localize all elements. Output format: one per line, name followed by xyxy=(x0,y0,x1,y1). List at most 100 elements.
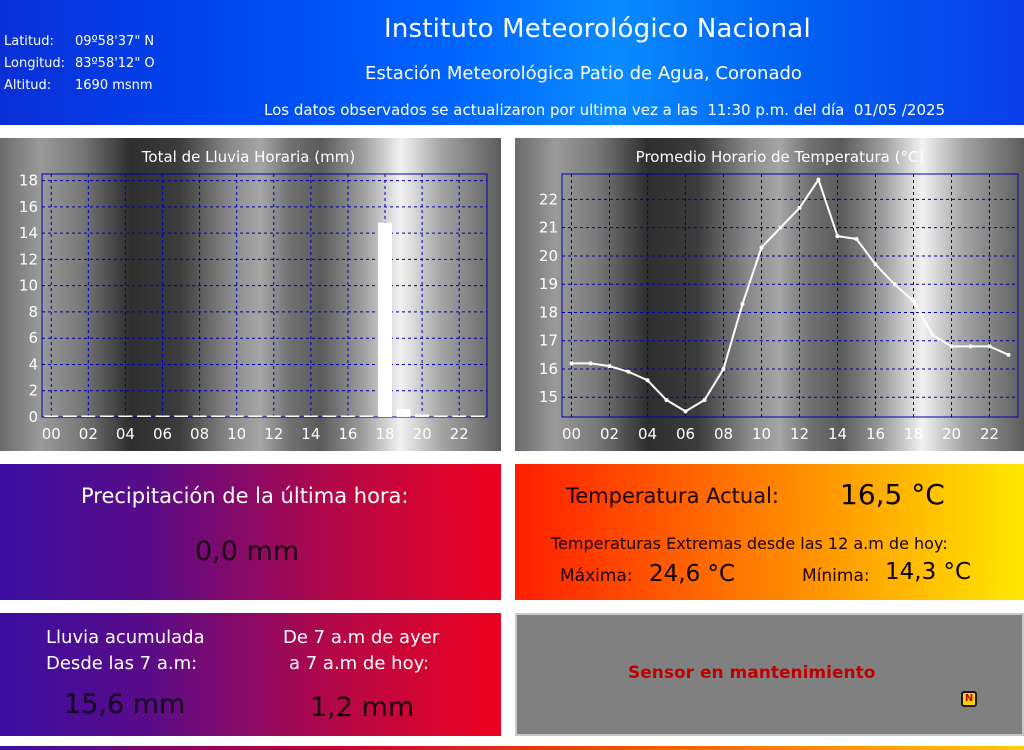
rain-bar xyxy=(340,415,355,417)
y-tick-label: 15 xyxy=(539,388,558,406)
x-tick-label: 06 xyxy=(676,425,695,443)
badge-n-icon: N xyxy=(961,691,977,707)
yesterday-label-line1: De 7 a.m de ayer xyxy=(283,627,440,648)
y-tick-label: 18 xyxy=(19,172,38,190)
rain-bar xyxy=(81,415,96,417)
temperature-chart-panel: Promedio Horario de Temperatura (°C) 15 16… xyxy=(515,138,1024,451)
temperature-point xyxy=(835,234,840,239)
accumulated-value: 15,6 mm xyxy=(64,689,186,720)
max-temperature-label: Máxima: xyxy=(560,566,633,586)
x-tick-label: 02 xyxy=(600,425,619,443)
x-tick-label: 04 xyxy=(116,425,135,443)
x-tick-label: 04 xyxy=(638,425,657,443)
y-tick-label: 16 xyxy=(19,198,38,216)
accumulated-label-line1: Lluvia acumulada xyxy=(46,627,205,648)
x-tick-label: 14 xyxy=(828,425,847,443)
x-tick-label: 18 xyxy=(375,425,394,443)
x-tick-label: 00 xyxy=(562,425,581,443)
y-tick-label: 20 xyxy=(539,247,558,265)
institute-title: Instituto Meteorológico Nacional xyxy=(384,14,811,44)
min-temperature-value: 14,3 °C xyxy=(885,559,972,585)
x-tick-label: 06 xyxy=(153,425,172,443)
rain-bar xyxy=(433,415,448,417)
x-tick-label: 12 xyxy=(264,425,283,443)
x-tick-label: 00 xyxy=(42,425,61,443)
temperature-point xyxy=(968,344,973,349)
x-tick-label: 08 xyxy=(190,425,209,443)
x-tick-label: 20 xyxy=(413,425,432,443)
accumulated-rain-box: Lluvia acumulada Desde las 7 a.m: 15,6 m… xyxy=(0,613,501,736)
y-tick-label: 21 xyxy=(539,219,558,237)
rain-bar xyxy=(266,415,281,417)
x-tick-label: 08 xyxy=(714,425,733,443)
precipitation-box: Precipitación de la última hora: 0,0 mm xyxy=(0,464,501,600)
x-tick-label: 20 xyxy=(942,425,961,443)
temperature-point xyxy=(721,366,726,371)
temperature-point xyxy=(588,361,593,366)
temperature-point xyxy=(778,225,783,230)
extremes-label: Temperaturas Extremas desde las 12 a.m d… xyxy=(551,534,948,553)
temperature-point xyxy=(740,301,745,306)
rain-bar xyxy=(192,415,207,417)
x-tick-label: 12 xyxy=(790,425,809,443)
rain-bar xyxy=(211,415,226,417)
x-tick-label: 02 xyxy=(79,425,98,443)
y-tick-label: 6 xyxy=(28,329,38,347)
temperature-point xyxy=(702,398,707,403)
y-tick-label: 19 xyxy=(539,275,558,293)
bottom-strip xyxy=(0,746,1024,750)
y-tick-label: 4 xyxy=(28,355,38,373)
update-timestamp: Los datos observados se actualizaron por… xyxy=(264,101,946,119)
rain-bar xyxy=(118,415,133,417)
temperature-point xyxy=(816,177,821,182)
plot-frame xyxy=(41,173,488,418)
temperature-point xyxy=(911,299,916,304)
y-tick-label: 10 xyxy=(19,277,38,295)
precipitation-title: Precipitación de la última hora: xyxy=(81,484,409,508)
rain-chart: Total de Lluvia Horaria (mm)024681012141… xyxy=(19,148,488,443)
header: Latitud: 09º58'37" N Longitud: 83º58'12" O… xyxy=(0,0,1024,125)
x-tick-label: 10 xyxy=(227,425,246,443)
yesterday-label-line2: a 7 a.m de hoy: xyxy=(289,653,429,674)
y-tick-label: 8 xyxy=(28,303,38,321)
rain-bar xyxy=(44,415,59,417)
rain-bar xyxy=(155,415,170,417)
longitude-value: 83º58'12" O xyxy=(75,56,155,71)
temperature-point xyxy=(854,236,859,241)
rain-bar xyxy=(248,415,263,417)
temperature-point xyxy=(759,245,764,250)
x-tick-label: 22 xyxy=(450,425,469,443)
x-tick-label: 16 xyxy=(338,425,357,443)
x-tick-label: 16 xyxy=(866,425,885,443)
rain-bar xyxy=(415,414,430,417)
yesterday-value: 1,2 mm xyxy=(310,692,415,723)
y-tick-label: 16 xyxy=(539,360,558,378)
rain-bar xyxy=(396,409,411,417)
x-tick-label: 18 xyxy=(904,425,923,443)
max-temperature-value: 24,6 °C xyxy=(649,561,736,587)
rain-bar xyxy=(174,415,189,417)
plot-frame xyxy=(561,173,1019,418)
latitude-value: 09º58'37" N xyxy=(75,34,155,49)
min-temperature-label: Mínima: xyxy=(802,566,870,586)
y-tick-label: 14 xyxy=(19,224,38,242)
rain-chart-panel: Total de Lluvia Horaria (mm) 0 2 4 6 8 10 12 14 1… xyxy=(0,138,501,451)
sensor-box: Sensor en mantenimiento N xyxy=(515,613,1024,736)
y-tick-label: 17 xyxy=(539,332,558,350)
rain-bar xyxy=(378,222,392,417)
rain-bar xyxy=(137,415,151,417)
altitude-value: 1690 msnm xyxy=(75,78,153,93)
rain-bar xyxy=(229,415,244,417)
temperature-point xyxy=(645,378,650,383)
latitude-label: Latitud: xyxy=(4,34,54,49)
sensor-maintenance-message: Sensor en mantenimiento xyxy=(628,663,876,683)
temperature-chart: Promedio Horario de Temperatura (°C) 15 16… xyxy=(539,148,1019,443)
current-temperature-value: 16,5 °C xyxy=(840,478,945,511)
precipitation-value: 0,0 mm xyxy=(195,536,300,567)
temperature-point xyxy=(664,398,669,403)
temperature-point xyxy=(569,361,574,366)
temperature-line xyxy=(571,177,1009,413)
temperature-point xyxy=(987,344,992,349)
rain-bar xyxy=(322,415,337,417)
x-tick-label: 22 xyxy=(980,425,999,443)
